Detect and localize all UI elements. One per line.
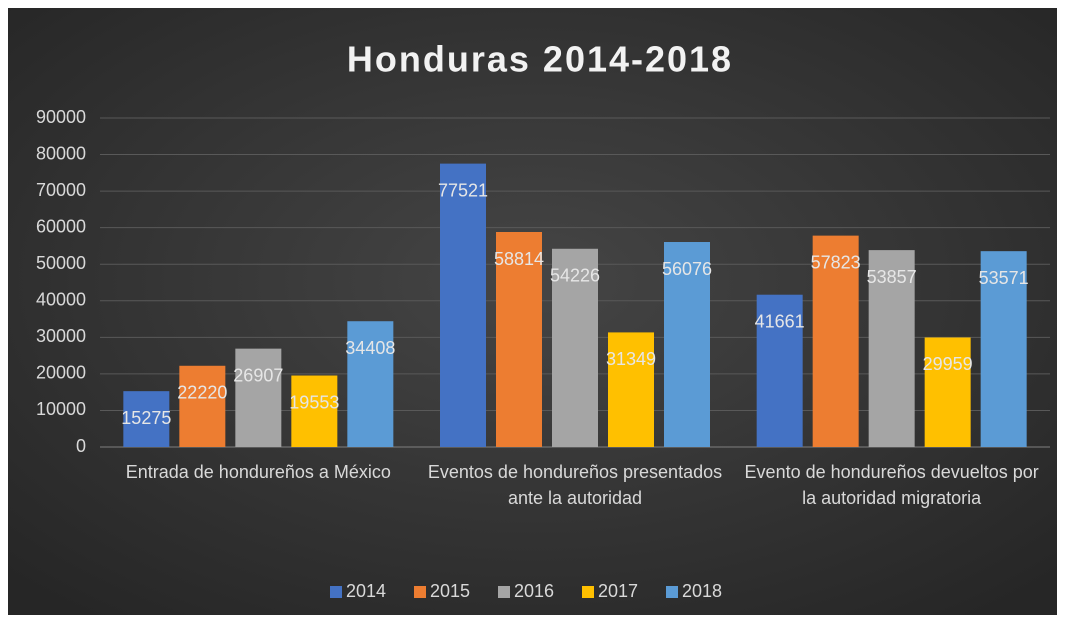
x-tick-label: Evento de hondureños devueltos por la au… <box>744 462 1039 508</box>
chart-title: Honduras 2014-2018 <box>347 39 733 80</box>
data-label: 26907 <box>233 365 283 385</box>
x-tick-label-box: Entrada de hondureños a México <box>125 462 391 482</box>
data-label: 19553 <box>289 392 339 412</box>
y-tick-label: 30000 <box>36 326 86 346</box>
bar <box>347 321 394 447</box>
bar <box>440 163 486 447</box>
bar <box>980 251 1027 447</box>
legend-label: 2016 <box>514 581 554 601</box>
bar <box>552 248 598 447</box>
bar <box>123 391 170 447</box>
bar <box>179 365 226 447</box>
data-label: 77521 <box>438 180 488 200</box>
y-tick-label: 70000 <box>36 180 86 200</box>
data-label: 34408 <box>345 338 395 358</box>
data-label: 15275 <box>121 408 171 428</box>
legend-label: 2015 <box>430 581 470 601</box>
data-label: 53857 <box>867 267 917 287</box>
bar <box>608 332 654 447</box>
bar <box>868 250 915 447</box>
legend-swatch <box>330 586 342 598</box>
legend-label: 2018 <box>682 581 722 601</box>
y-tick-label: 80000 <box>36 143 86 163</box>
x-tick-label-box: Eventos de hondureños presentados ante l… <box>427 462 723 508</box>
legend-swatch <box>498 586 510 598</box>
bar <box>812 235 859 447</box>
legend-swatch <box>582 586 594 598</box>
data-label: 53571 <box>979 268 1029 288</box>
legend-label: 2017 <box>598 581 638 601</box>
y-tick-label: 20000 <box>36 363 86 383</box>
data-label: 58814 <box>494 249 544 269</box>
data-label: 41661 <box>755 311 805 331</box>
bar <box>291 375 338 447</box>
legend-swatch <box>414 586 426 598</box>
y-tick-label: 50000 <box>36 253 86 273</box>
data-label: 29959 <box>923 354 973 374</box>
legend-label: 2014 <box>346 581 386 601</box>
data-label: 57823 <box>811 252 861 272</box>
bar <box>496 232 542 447</box>
bar <box>664 242 710 447</box>
y-tick-label: 60000 <box>36 216 86 236</box>
x-tick-label: Entrada de hondureños a México <box>125 462 391 482</box>
x-tick-label: Eventos de hondureños presentados ante l… <box>427 462 723 508</box>
bar <box>924 337 971 447</box>
bar <box>235 348 282 447</box>
y-tick-label: 40000 <box>36 290 86 310</box>
data-label: 56076 <box>662 259 712 279</box>
legend-swatch <box>666 586 678 598</box>
bar <box>756 294 803 447</box>
data-label: 54226 <box>550 266 600 286</box>
y-tick-label: 90000 <box>36 107 86 127</box>
data-label: 22220 <box>177 383 227 403</box>
x-tick-label-box: Evento de hondureños devueltos por la au… <box>744 462 1039 508</box>
y-tick-label: 10000 <box>36 399 86 419</box>
y-tick-label: 0 <box>76 436 86 456</box>
data-label: 31349 <box>606 349 656 369</box>
